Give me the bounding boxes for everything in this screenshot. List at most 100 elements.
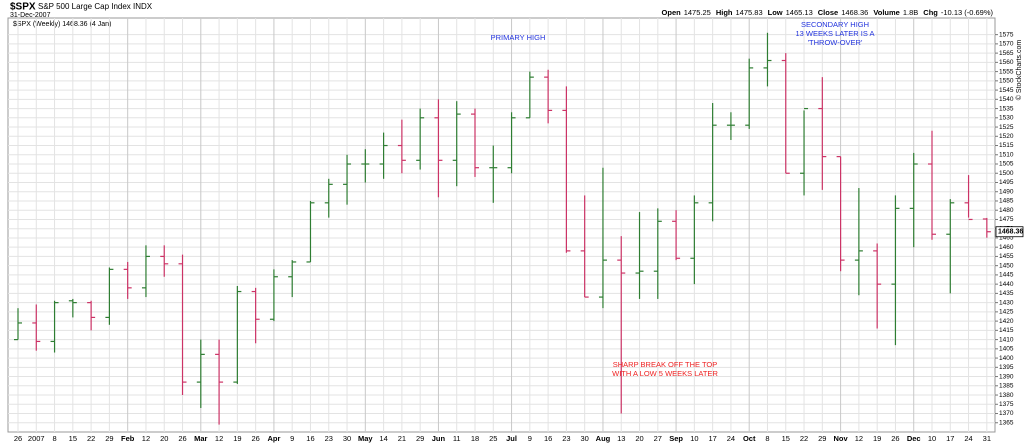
x-tick-label: Jun: [432, 434, 446, 443]
plot-frame: [7, 17, 996, 433]
x-tick-label: 23: [325, 434, 333, 443]
quote-value: 1465.13: [786, 8, 813, 17]
quote-value: 1475.25: [684, 8, 711, 17]
y-tick-label: 1530: [999, 115, 1014, 122]
last-price-label: 1468.36: [998, 229, 1023, 236]
x-tick-label: 10: [690, 434, 698, 443]
y-tick-label: 1545: [999, 87, 1014, 94]
x-tick-label: 26: [251, 434, 259, 443]
x-tick-label: 11: [453, 434, 461, 443]
x-tick-label: 19: [873, 434, 881, 443]
y-tick-label: 1460: [999, 244, 1014, 251]
x-tick-label: Feb: [121, 434, 135, 443]
y-tick-label: 1465: [999, 235, 1014, 242]
y-tick-label: 1450: [999, 262, 1014, 269]
quote-label: Close: [818, 8, 838, 17]
y-tick-label: 1420: [999, 318, 1014, 325]
quote-label: Low: [768, 8, 783, 17]
x-tick-label: 10: [928, 434, 936, 443]
x-tick-label: Jul: [506, 434, 517, 443]
y-tick-label: 1380: [999, 392, 1014, 399]
y-tick-label: 1525: [999, 124, 1014, 131]
x-tick-label: 9: [528, 434, 532, 443]
x-tick-label: Sep: [669, 434, 683, 443]
y-tick-label: 1485: [999, 198, 1014, 205]
x-tick-label: 26: [178, 434, 186, 443]
y-tick-label: 1535: [999, 105, 1014, 112]
quote-label: High: [716, 8, 733, 17]
x-tick-label: 16: [544, 434, 552, 443]
y-tick-label: 1405: [999, 346, 1014, 353]
y-tick-label: 1570: [999, 41, 1014, 48]
x-tick-label: 12: [855, 434, 863, 443]
y-tick-label: 1540: [999, 96, 1014, 103]
y-tick-label: 1430: [999, 299, 1014, 306]
y-tick-label: 1565: [999, 50, 1014, 57]
x-tick-label: 21: [398, 434, 406, 443]
quote-value: 1475.83: [736, 8, 763, 17]
x-tick-label: Dec: [907, 434, 921, 443]
quote-label: Volume: [873, 8, 900, 17]
x-tick-label: 31: [983, 434, 991, 443]
y-tick-label: 1410: [999, 336, 1014, 343]
quote: Open 1475.25 High 1475.83 Low 1465.13 Close 146…: [662, 8, 994, 17]
x-tick-label: 12: [142, 434, 150, 443]
quote-value: 1.8B: [903, 8, 918, 17]
y-tick-label: 1550: [999, 78, 1014, 85]
x-tick-label: 17: [946, 434, 954, 443]
y-tick-label: 1400: [999, 355, 1014, 362]
x-tick-label: Apr: [267, 434, 280, 443]
x-tick-label: 18: [471, 434, 479, 443]
quote-value: -10.13 (-0.69%): [941, 8, 994, 17]
y-tick-label: 1455: [999, 253, 1014, 260]
x-tick-label: 16: [306, 434, 314, 443]
quote-value: 1468.36: [841, 8, 868, 17]
chart-title: $SPX: [10, 2, 36, 13]
y-tick-label: 1500: [999, 170, 1014, 177]
quote-label: Open: [662, 8, 682, 17]
y-tick-label: 1415: [999, 327, 1014, 334]
x-tick-label: 9: [290, 434, 294, 443]
y-tick-label: 1555: [999, 68, 1014, 75]
x-tick-label: 20: [160, 434, 168, 443]
x-tick-label: 19: [233, 434, 241, 443]
annotation: SHARP BREAK OFF THE TOP: [613, 360, 717, 369]
x-tick-label: 14: [379, 434, 387, 443]
annotation: SECONDARY HIGH: [801, 20, 869, 29]
annotation: WITH A LOW 5 WEEKS LATER: [612, 369, 718, 378]
y-tick-label: 1370: [999, 410, 1014, 417]
x-tick-label: 26: [14, 434, 22, 443]
x-tick-label: May: [358, 434, 373, 443]
y-tick-label: 1490: [999, 188, 1014, 195]
y-tick-label: 1440: [999, 281, 1014, 288]
x-tick-label: 30: [343, 434, 351, 443]
credit: © StockCharts.com: [1015, 40, 1023, 101]
x-tick-label: 20: [635, 434, 643, 443]
y-tick-label: 1395: [999, 364, 1014, 371]
y-tick-label: 1480: [999, 207, 1014, 214]
y-tick-label: 1435: [999, 290, 1014, 297]
x-tick-label: 2007: [28, 434, 45, 443]
x-tick-label: 8: [52, 434, 56, 443]
annotation: PRIMARY HIGH: [491, 33, 546, 42]
y-tick-label: 1390: [999, 373, 1014, 380]
x-tick-label: 26: [891, 434, 899, 443]
y-tick-label: 1475: [999, 216, 1014, 223]
y-tick-label: 1375: [999, 401, 1014, 408]
x-tick-label: 22: [87, 434, 95, 443]
annotation: 13 WEEKS LATER IS A: [795, 29, 874, 38]
last-price-box: [995, 226, 1024, 238]
x-tick-label: Aug: [596, 434, 611, 443]
y-tick-label: 1560: [999, 59, 1014, 66]
x-tick-label: 22: [800, 434, 808, 443]
annotation: 'THROW-OVER': [808, 38, 863, 47]
y-tick-label: 1505: [999, 161, 1014, 168]
legend-entry: $SPX (Weekly) 1468.36 (4 Jan): [13, 21, 111, 28]
y-tick-label: 1575: [999, 31, 1014, 38]
x-tick-label: 30: [581, 434, 589, 443]
x-tick-label: Mar: [194, 434, 207, 443]
x-tick-label: 29: [416, 434, 424, 443]
x-tick-label: 29: [105, 434, 113, 443]
x-tick-label: 29: [818, 434, 826, 443]
